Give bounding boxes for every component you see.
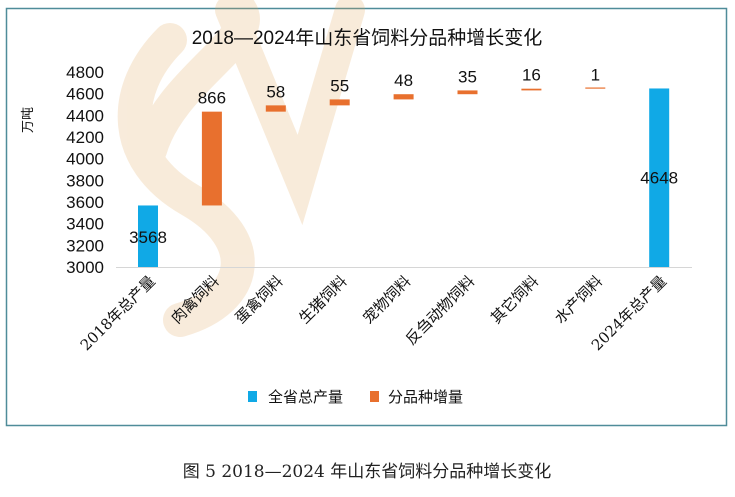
increase-bar <box>393 94 414 100</box>
y-tick-label: 3800 <box>66 171 104 190</box>
increase-bar <box>265 105 286 112</box>
data-label: 4648 <box>640 169 678 188</box>
y-tick-label: 3400 <box>66 215 104 234</box>
increase-bar <box>585 87 606 89</box>
legend-label-increase: 分品种增量 <box>388 388 463 406</box>
y-axis-label: 万吨 <box>21 107 36 133</box>
increase-bar <box>201 111 222 206</box>
y-tick-label: 4200 <box>66 128 104 147</box>
data-label: 866 <box>198 89 226 108</box>
chart-title: 2018—2024年山东省饲料分品种增长变化 <box>192 27 543 49</box>
watermark <box>117 0 365 337</box>
data-label: 58 <box>266 82 285 101</box>
data-label: 16 <box>522 66 541 85</box>
data-label: 55 <box>330 76 349 95</box>
y-tick-label: 3600 <box>66 193 104 212</box>
data-label: 35 <box>458 67 477 86</box>
y-tick-label: 4600 <box>66 85 104 104</box>
y-tick-label: 3000 <box>66 258 104 277</box>
increase-bar <box>457 90 478 95</box>
total-bar <box>649 88 670 267</box>
chart-frame <box>5 7 728 427</box>
y-tick-label: 4000 <box>66 150 104 169</box>
total-bar <box>138 205 158 267</box>
data-label: 1 <box>591 66 600 85</box>
legend-label-total: 全省总产量 <box>268 388 343 406</box>
increase-bar <box>521 88 542 91</box>
y-tick-label: 4400 <box>66 106 104 125</box>
y-tick-label: 4800 <box>66 63 104 82</box>
legend: 全省总产量 分品种增量 <box>248 388 463 406</box>
increase-bar <box>329 99 350 106</box>
legend-swatch-increase <box>370 391 379 402</box>
data-label: 3568 <box>129 228 167 247</box>
legend-swatch-total <box>248 391 257 402</box>
data-label: 48 <box>394 71 413 90</box>
y-tick-label: 3200 <box>66 236 104 255</box>
figure-caption: 图 5 2018—2024 年山东省饲料分品种增长变化 <box>183 462 552 482</box>
